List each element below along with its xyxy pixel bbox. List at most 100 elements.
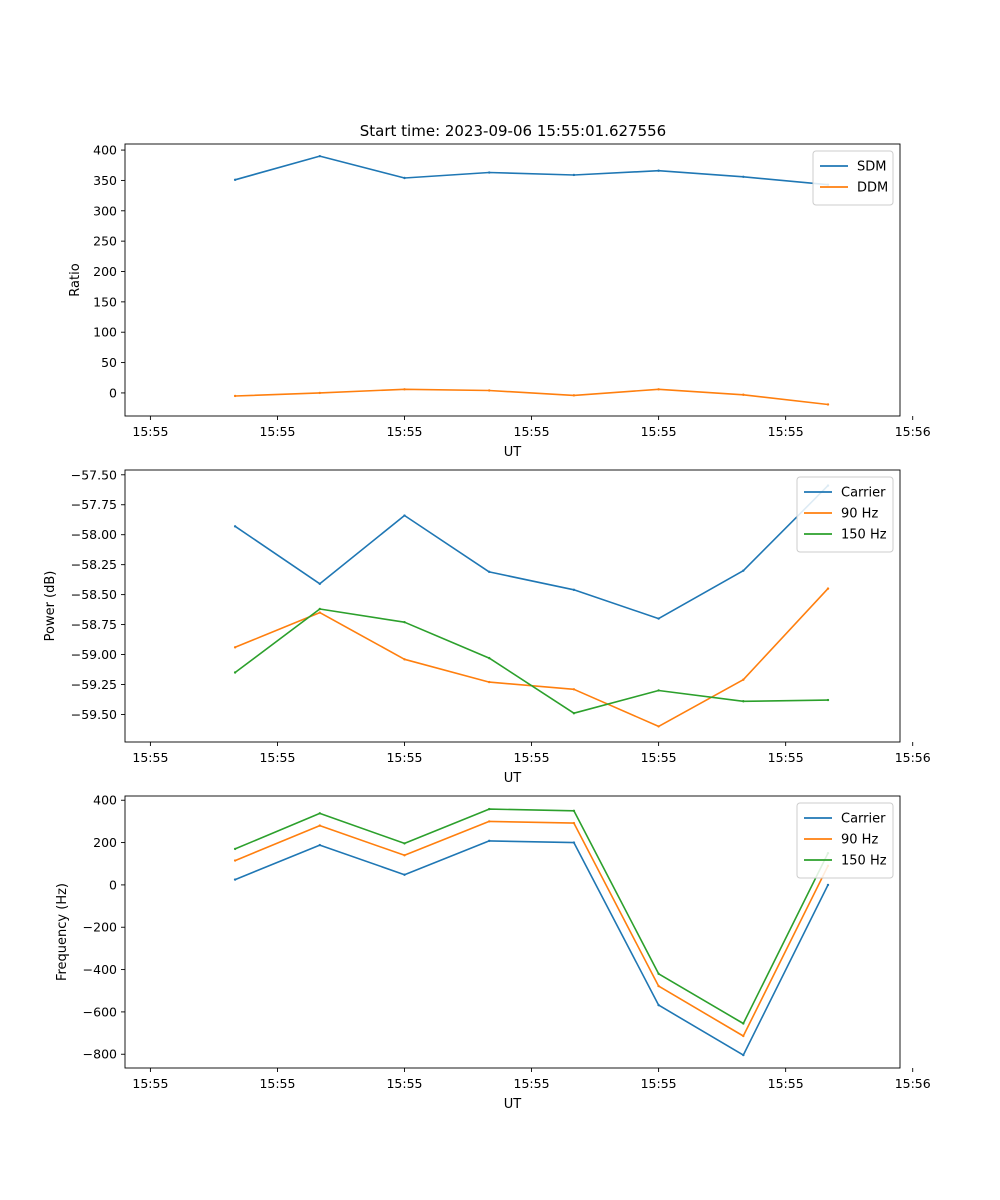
data-point-150-hz <box>572 809 576 813</box>
data-point-ddm <box>233 394 237 398</box>
x-tick-label: 15:55 <box>641 424 677 439</box>
y-axis-label: Power (dB) <box>43 571 58 642</box>
legend: Carrier 90 Hz 150 Hz <box>796 476 894 553</box>
y-tick-label: −58.75 <box>71 617 117 632</box>
y-tick-label: −200 <box>83 920 117 935</box>
series-line-ddm <box>235 388 829 406</box>
y-tick-label: 200 <box>93 835 117 850</box>
data-point-carrier <box>233 525 237 528</box>
y-tick-label: −59.50 <box>71 707 117 722</box>
y-tick-label: 350 <box>93 173 117 188</box>
series-line-sdm <box>234 155 829 186</box>
x-tick-label: 15:55 <box>514 424 550 439</box>
data-point-150-hz <box>742 1022 745 1025</box>
data-point-ddm <box>572 394 576 397</box>
data-point-150-hz <box>826 698 830 702</box>
y-tick-label: 0 <box>109 877 117 892</box>
y-axis-label: Ratio <box>68 263 83 296</box>
y-tick-label: 300 <box>93 203 117 218</box>
data-point-90-hz <box>572 821 576 825</box>
y-tick-label: −59.25 <box>71 677 117 692</box>
data-point-150-hz <box>233 671 237 674</box>
data-point-150-hz <box>742 700 745 703</box>
data-point-sdm <box>318 154 322 158</box>
data-point-carrier <box>657 1003 660 1007</box>
x-tick-label: 15:55 <box>259 424 295 439</box>
y-tick-label: −400 <box>83 962 117 977</box>
series-line-90-hz <box>234 820 829 1037</box>
x-tick-label: 15:55 <box>768 424 804 439</box>
legend: SDM DDM <box>812 150 894 206</box>
x-tick-label: 15:56 <box>895 424 931 439</box>
data-point-90-hz <box>488 820 491 823</box>
legend: Carrier 90 Hz 150 Hz <box>796 802 894 879</box>
legend-label: Carrier <box>841 486 886 501</box>
data-point-sdm <box>488 171 491 174</box>
data-point-ddm <box>742 393 745 396</box>
data-point-90-hz <box>742 1034 745 1038</box>
y-tick-label: 0 <box>109 385 117 400</box>
data-point-90-hz <box>318 824 322 827</box>
y-tick-label: −58.00 <box>71 527 117 542</box>
x-tick-label: 15:55 <box>132 424 168 439</box>
data-point-90-hz <box>826 587 830 590</box>
y-tick-label: −600 <box>83 1004 117 1019</box>
y-tick-label: −59.00 <box>71 647 117 662</box>
data-point-150-hz <box>233 847 237 851</box>
y-axis-label: Frequency (Hz) <box>55 883 70 981</box>
data-point-sdm <box>742 175 745 178</box>
data-point-150-hz <box>318 607 322 611</box>
y-tick-label: 100 <box>93 325 117 340</box>
data-point-90-hz <box>233 646 237 649</box>
data-point-150-hz <box>488 656 491 660</box>
data-point-carrier <box>488 839 491 843</box>
data-point-carrier <box>488 570 491 574</box>
data-point-90-hz <box>488 680 491 684</box>
data-point-90-hz <box>403 658 406 661</box>
data-point-150-hz <box>572 712 576 715</box>
data-point-carrier <box>403 873 406 876</box>
legend-label: 90 Hz <box>841 507 878 522</box>
series-line-carrier <box>234 840 829 1056</box>
data-point-ddm <box>318 391 322 395</box>
data-point-carrier <box>657 617 660 620</box>
x-tick-label: 15:55 <box>132 1076 168 1091</box>
data-point-90-hz <box>657 984 660 988</box>
data-point-sdm <box>233 178 237 182</box>
x-tick-label: 15:55 <box>641 1076 677 1091</box>
x-tick-label: 15:55 <box>768 1076 804 1091</box>
x-tick-label: 15:55 <box>386 1076 422 1091</box>
legend-label: SDM <box>857 160 886 175</box>
y-tick-label: 200 <box>93 264 117 279</box>
data-point-carrier <box>318 843 322 847</box>
legend-box <box>812 150 894 206</box>
x-tick-label: 15:55 <box>386 424 422 439</box>
x-tick-label: 15:56 <box>895 1076 931 1091</box>
data-point-carrier <box>233 878 237 881</box>
data-point-sdm <box>572 173 576 177</box>
x-axis-label: UT <box>504 445 522 460</box>
data-point-ddm <box>826 403 830 406</box>
data-point-90-hz <box>742 678 745 681</box>
data-point-90-hz <box>572 688 576 691</box>
data-point-ddm <box>657 388 660 391</box>
legend-label: 90 Hz <box>841 833 878 848</box>
data-point-90-hz <box>403 854 406 857</box>
data-point-150-hz <box>318 812 322 815</box>
x-tick-label: 15:55 <box>768 750 804 765</box>
data-point-150-hz <box>657 689 660 692</box>
y-tick-label: −800 <box>83 1047 117 1062</box>
axes-frame <box>124 795 901 1069</box>
legend-label: 150 Hz <box>841 854 887 869</box>
legend-label: DDM <box>857 181 888 196</box>
data-point-90-hz <box>657 725 660 728</box>
legend-label: Carrier <box>841 812 886 827</box>
figure-title: Start time: 2023-09-06 15:55:01.627556 <box>360 122 666 140</box>
plot-panel-1: 15:55 15:55 15:55 15:55 15:55 15:55 15:56 0 50 10… <box>68 143 931 460</box>
y-tick-label: −57.75 <box>71 497 117 512</box>
data-point-sdm <box>403 176 406 180</box>
data-point-90-hz <box>318 611 322 614</box>
plots-group: 15:55 15:55 15:55 15:55 15:55 15:55 15:56 0 50 10… <box>43 143 931 1112</box>
x-tick-label: 15:55 <box>259 1076 295 1091</box>
